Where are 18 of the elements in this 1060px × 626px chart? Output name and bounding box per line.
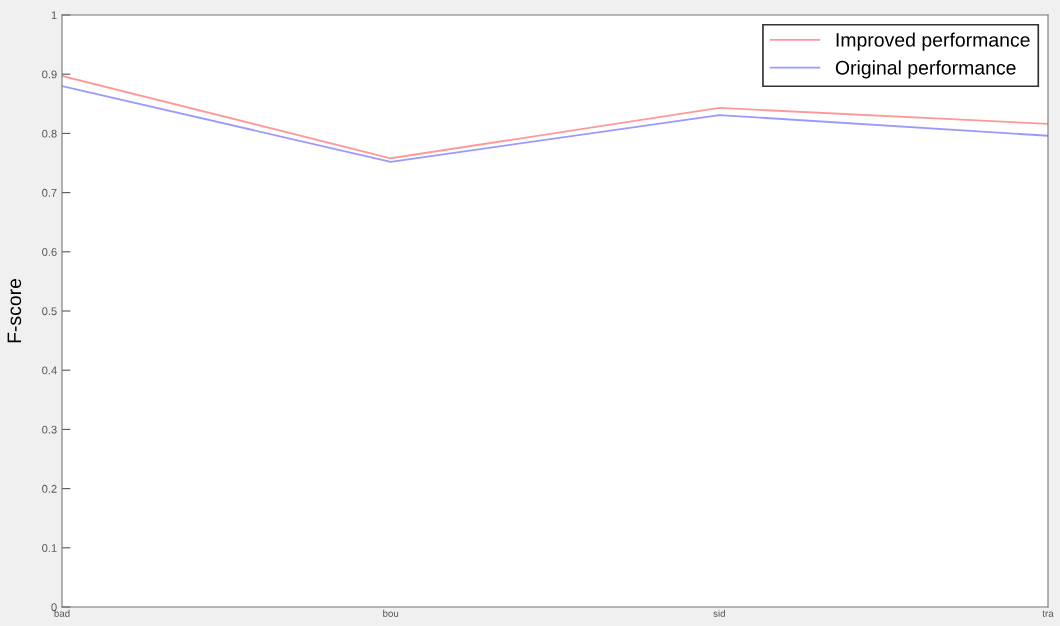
x-tick-label: bou (383, 609, 399, 617)
y-tick-label: 0 (51, 603, 57, 612)
y-tick-label: 0.7 (42, 188, 57, 197)
y-tick-label: 0.5 (42, 307, 57, 316)
y-tick-label: 0.4 (42, 366, 57, 375)
y-tick-label: 0.1 (42, 544, 57, 552)
y-tick-label: 0.6 (42, 248, 57, 256)
y-tick-label: 1 (51, 11, 57, 20)
y-axis-title: F-score (7, 278, 22, 343)
y-tick-label: 0.8 (42, 129, 57, 138)
x-tick-label: sid (713, 609, 725, 617)
legend-label: Improved performance (836, 32, 1030, 51)
legend-label: Original performance (835, 60, 1016, 79)
y-tick-label: 0.9 (42, 70, 57, 79)
y-tick-label: 0.2 (42, 484, 57, 493)
y-tick-label: 0.3 (42, 425, 57, 434)
x-tick-label: bad (54, 609, 70, 617)
x-tick-label: tra (1042, 610, 1054, 617)
